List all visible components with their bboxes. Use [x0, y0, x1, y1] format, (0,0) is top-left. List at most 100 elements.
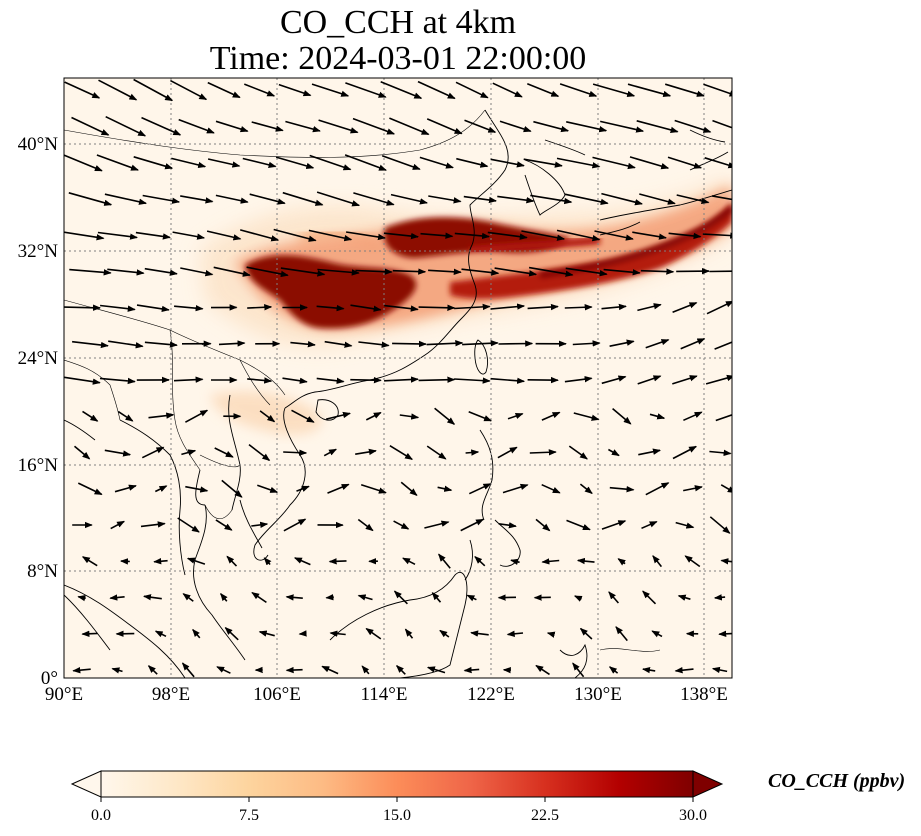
wind-vector-arrow — [352, 117, 396, 135]
wind-vector-arrow — [645, 339, 670, 349]
wind-vector-arrow — [207, 158, 241, 168]
wind-vector-arrow — [601, 520, 627, 530]
wind-vector-arrow — [609, 485, 635, 493]
wind-vector-arrow — [528, 266, 574, 277]
wind-vector-arrow — [675, 521, 695, 529]
wind-vector-arrow — [213, 266, 251, 277]
wind-vector-arrow — [72, 340, 109, 349]
wind-vector-arrow — [718, 630, 732, 638]
map-area — [64, 78, 732, 678]
wind-vector-arrow — [454, 232, 490, 240]
wind-vector-arrow — [285, 594, 303, 601]
wind-vector-arrow — [221, 479, 243, 498]
wind-vector-arrow — [381, 155, 421, 170]
wind-vector-arrow — [69, 268, 112, 276]
wind-vector-arrow — [556, 229, 601, 242]
wind-vector-arrow — [672, 301, 698, 314]
wind-vector-arrow — [462, 340, 499, 347]
wind-vector-arrow — [400, 481, 418, 496]
wind-vector-arrow — [186, 557, 206, 565]
wind-vector-arrow — [71, 116, 110, 136]
wind-vector-arrow — [439, 629, 450, 638]
wind-vector-arrow — [392, 340, 427, 348]
wind-vector-arrow — [490, 158, 525, 168]
wind-vector-arrow — [180, 267, 214, 277]
wind-vector-arrow — [170, 79, 208, 101]
wind-vector-arrow — [242, 157, 277, 168]
wind-vector-arrow — [461, 268, 500, 276]
wind-vector-arrow — [355, 448, 377, 456]
wind-vector-arrow — [464, 119, 497, 133]
wind-vector-arrow — [535, 664, 550, 676]
wind-vector-arrow — [323, 448, 337, 457]
wind-vector-arrow — [327, 483, 350, 494]
wind-vector-arrow — [82, 410, 99, 422]
x-tick-label: 114°E — [361, 684, 408, 705]
wind-vector-arrow — [136, 304, 170, 313]
wind-vector-arrow — [133, 156, 174, 170]
wind-vector-arrow — [251, 591, 267, 604]
colorbar-tick-label: 15.0 — [383, 807, 411, 824]
wind-vector-arrow — [174, 304, 204, 312]
wind-vector-arrow — [178, 118, 215, 134]
wind-vector-arrow — [172, 231, 206, 240]
wind-vector-arrow — [96, 154, 139, 171]
wind-vector-arrow — [612, 407, 632, 425]
wind-vector-arrow — [177, 517, 200, 533]
wind-vector-arrow — [282, 191, 324, 206]
wind-vector-arrow — [702, 232, 732, 239]
wind-vector-arrow — [706, 300, 732, 315]
wind-vector-arrow — [674, 119, 712, 133]
wind-vector-arrow — [720, 558, 732, 565]
wind-vector-arrow — [705, 374, 732, 385]
wind-vector-arrow — [316, 304, 345, 312]
wind-vector-arrow — [135, 231, 171, 240]
wind-vector-arrow — [456, 157, 489, 168]
wind-vector-arrow — [680, 338, 706, 350]
wind-vector-arrow — [566, 519, 591, 531]
wind-vector-arrow — [642, 666, 656, 674]
colorbar-tick-label: 30.0 — [679, 807, 707, 824]
wind-vector-arrow — [601, 375, 627, 385]
wind-vector-arrow — [454, 377, 491, 384]
wind-vector-arrow — [564, 376, 593, 383]
wind-vector-arrow — [615, 626, 628, 642]
wind-vector-arrow — [283, 449, 308, 456]
wind-vector-arrow — [535, 518, 551, 532]
wind-vector-arrow — [244, 83, 276, 97]
wind-vector-arrow — [637, 303, 662, 312]
wind-vector-arrow — [251, 121, 284, 132]
wind-vector-arrow — [120, 558, 130, 565]
wind-vector-arrow — [282, 377, 308, 384]
wind-vector-arrow — [541, 558, 560, 565]
wind-vector-arrow — [506, 630, 524, 638]
wind-vector-arrow — [344, 154, 387, 171]
wind-vector-arrow — [609, 339, 635, 347]
wind-vector-arrow — [280, 267, 326, 277]
wind-vector-arrow — [426, 666, 446, 674]
wind-vector-arrow — [64, 304, 101, 311]
wind-vector-arrow — [153, 558, 168, 565]
wind-vector-arrow — [629, 156, 670, 170]
wind-vector-arrow — [460, 518, 484, 532]
wind-vector-arrow — [390, 193, 428, 205]
wind-vector-arrow — [668, 232, 702, 240]
wind-vector-arrow — [350, 304, 382, 312]
wind-vector-arrow — [399, 413, 420, 420]
wind-vector-arrow — [572, 662, 585, 678]
wind-vector-arrow — [275, 156, 315, 170]
wind-vector-arrow — [463, 195, 497, 204]
wind-vector-arrow — [321, 665, 339, 675]
wind-vector-arrow — [215, 194, 249, 204]
wind-vector-arrow — [573, 595, 583, 602]
wind-vector-arrow — [533, 120, 570, 133]
wind-vector-arrow — [510, 558, 520, 565]
wind-vector-arrow — [345, 82, 387, 98]
wind-vector-arrow — [104, 193, 147, 205]
wind-vector-arrow — [419, 156, 454, 169]
wind-vector-arrow — [556, 157, 601, 169]
wind-vector-arrow — [215, 120, 249, 133]
wind-vector-arrow — [355, 268, 393, 275]
wind-vector-arrow — [140, 521, 166, 528]
wind-vector-arrow — [114, 484, 137, 493]
